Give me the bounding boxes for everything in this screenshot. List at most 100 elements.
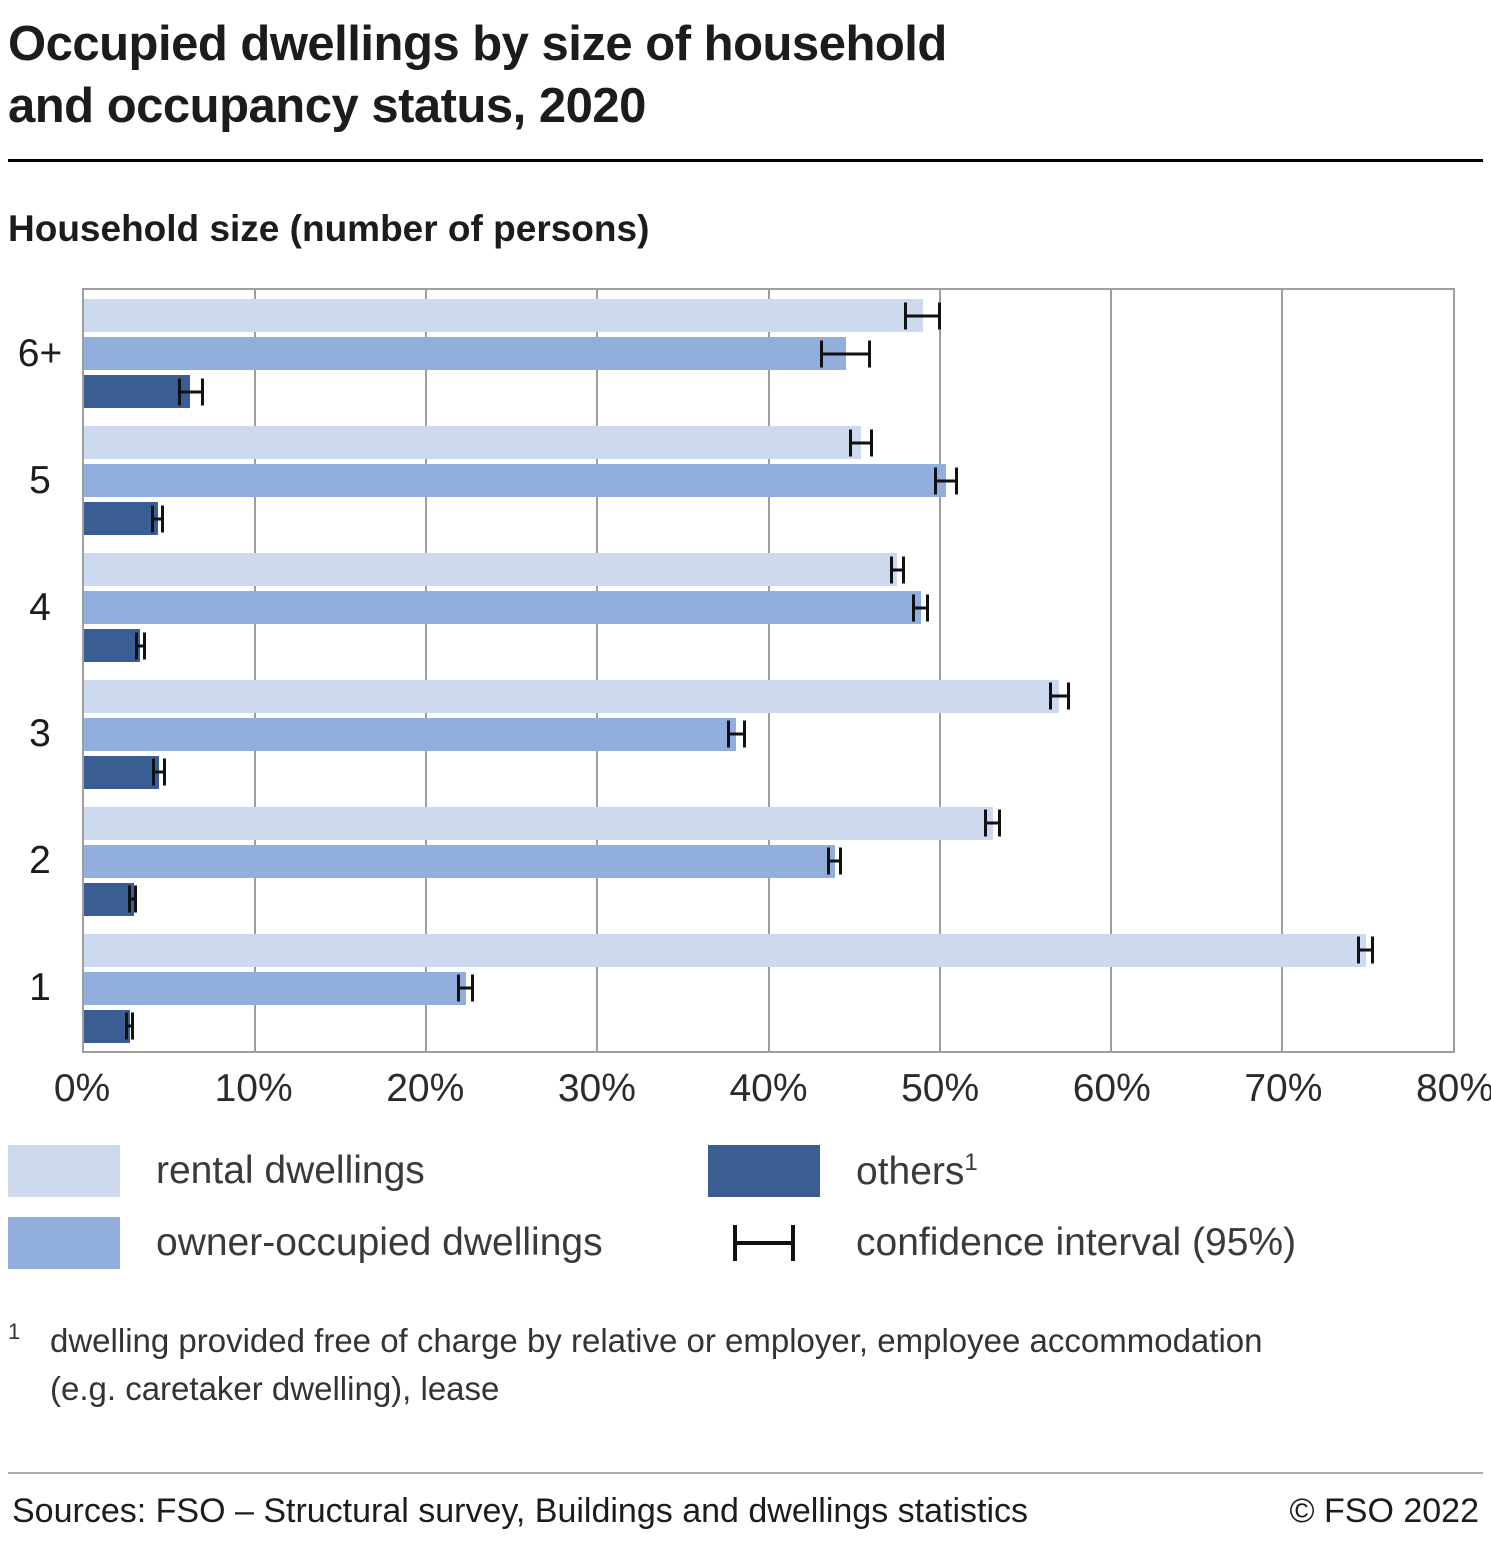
x-tick-label: 40% (729, 1067, 808, 1111)
bar-others (84, 629, 141, 663)
bar-group: 5 (29, 417, 1453, 544)
confidence-interval (848, 429, 873, 457)
others-swatch (708, 1145, 820, 1198)
others-footnote-marker: 1 (964, 1148, 978, 1176)
bar-row (84, 933, 1453, 967)
bar-owner (84, 717, 736, 751)
confidence-interval (984, 809, 1002, 837)
chart: 6+ 5 4 3 2 1 (18, 288, 1455, 1054)
bar-row (84, 426, 1453, 460)
footnote-line-2: (e.g. caretaker dwelling), lease (50, 1370, 500, 1408)
error-bar-glyph (733, 1225, 795, 1262)
confidence-interval (152, 758, 167, 786)
bar-row (84, 971, 1453, 1005)
confidence-interval (457, 974, 475, 1002)
title-line-2: and occupancy status, 2020 (8, 78, 646, 133)
legend-label-owner: owner-occupied dwellings (156, 1221, 603, 1265)
footnote-text: dwelling provided free of charge by rela… (50, 1317, 1262, 1413)
title-line-1: Occupied dwellings by size of household (8, 17, 947, 71)
bar-row (84, 299, 1453, 333)
confidence-interval (150, 505, 165, 533)
footnote: 1 dwelling provided free of charge by re… (8, 1317, 1483, 1413)
x-tick-label: 60% (1072, 1067, 1151, 1111)
bar-group: 1 (29, 925, 1453, 1052)
confidence-interval (125, 1012, 134, 1040)
x-tick-label: 30% (557, 1067, 636, 1111)
gridline (1109, 290, 1112, 1052)
category-label: 3 (29, 712, 51, 756)
gridline (425, 290, 428, 1052)
bar-row (84, 629, 1453, 663)
x-tick-label: 80% (1415, 1067, 1491, 1111)
bar-owner (84, 591, 921, 625)
confidence-interval (1049, 682, 1070, 710)
bar-rental (84, 553, 897, 587)
footnote-line-1: dwelling provided free of charge by rela… (50, 1322, 1263, 1360)
bar-group: 4 (29, 544, 1453, 671)
bar-rental (84, 299, 923, 333)
confidence-interval (1357, 936, 1375, 964)
gridline (767, 290, 770, 1052)
bar-group: 6+ (18, 290, 1453, 417)
title-divider (8, 159, 1483, 163)
confidence-interval (912, 594, 930, 622)
bar-group: 3 (29, 671, 1453, 798)
bar-row (84, 755, 1453, 789)
bar-others (84, 755, 160, 789)
bar-row (84, 553, 1453, 587)
confidence-interval (826, 847, 843, 875)
bar-owner (84, 464, 947, 498)
sources-text: Sources: FSO – Structural survey, Buildi… (12, 1492, 1029, 1530)
gridline (254, 290, 257, 1052)
bar-rental (84, 426, 861, 460)
confidence-interval (128, 885, 138, 913)
others-text: others (856, 1149, 965, 1193)
owner-swatch (8, 1217, 120, 1270)
legend-item-ci: confidence interval (95%) (708, 1217, 1483, 1269)
legend-item-rental: rental dwellings (8, 1145, 708, 1198)
bar-row (84, 502, 1453, 536)
bar-rental (84, 679, 1060, 713)
bar-row (84, 806, 1453, 840)
bar-row (84, 679, 1453, 713)
confidence-interval-icon (708, 1225, 820, 1262)
bar-row (84, 882, 1453, 916)
footnote-marker: 1 (8, 1319, 21, 1345)
bar-rental (84, 933, 1366, 967)
bar-row (84, 337, 1453, 371)
legend-item-owner: owner-occupied dwellings (8, 1217, 708, 1270)
confidence-interval (934, 467, 959, 495)
confidence-interval (819, 340, 872, 368)
bar-rental (84, 806, 993, 840)
footer: Sources: FSO – Structural survey, Buildi… (8, 1472, 1483, 1545)
category-label: 6+ (17, 331, 63, 375)
category-label: 1 (29, 966, 51, 1010)
confidence-interval (889, 556, 906, 584)
bar-row (84, 591, 1453, 625)
legend: rental dwellings others1 owner-occupied … (8, 1145, 1483, 1270)
category-label: 2 (29, 839, 51, 883)
confidence-interval (135, 632, 146, 660)
legend-item-others: others1 (708, 1145, 1483, 1198)
bar-row (84, 717, 1453, 751)
confidence-interval (178, 378, 204, 406)
x-tick-label: 0% (53, 1067, 111, 1111)
gridline (938, 290, 941, 1052)
confidence-interval (727, 720, 747, 748)
rental-swatch (8, 1145, 120, 1198)
bar-row (84, 375, 1453, 409)
x-tick-label: 10% (214, 1067, 293, 1111)
page-title: Occupied dwellings by size of household … (8, 14, 1483, 137)
bar-others (84, 502, 158, 536)
category-label: 5 (29, 458, 51, 502)
gridline (596, 290, 599, 1052)
x-tick-label: 50% (901, 1067, 980, 1111)
x-axis-ticks: 0% 10% 20% 30% 40% 50% 60% 70% 80% (54, 1053, 1491, 1119)
x-tick-label: 70% (1244, 1067, 1323, 1111)
copyright-text: © FSO 2022 (1289, 1492, 1479, 1530)
bar-owner (84, 844, 836, 878)
category-label: 4 (29, 585, 51, 629)
legend-label-ci: confidence interval (95%) (856, 1221, 1297, 1265)
bar-others (84, 1009, 131, 1043)
